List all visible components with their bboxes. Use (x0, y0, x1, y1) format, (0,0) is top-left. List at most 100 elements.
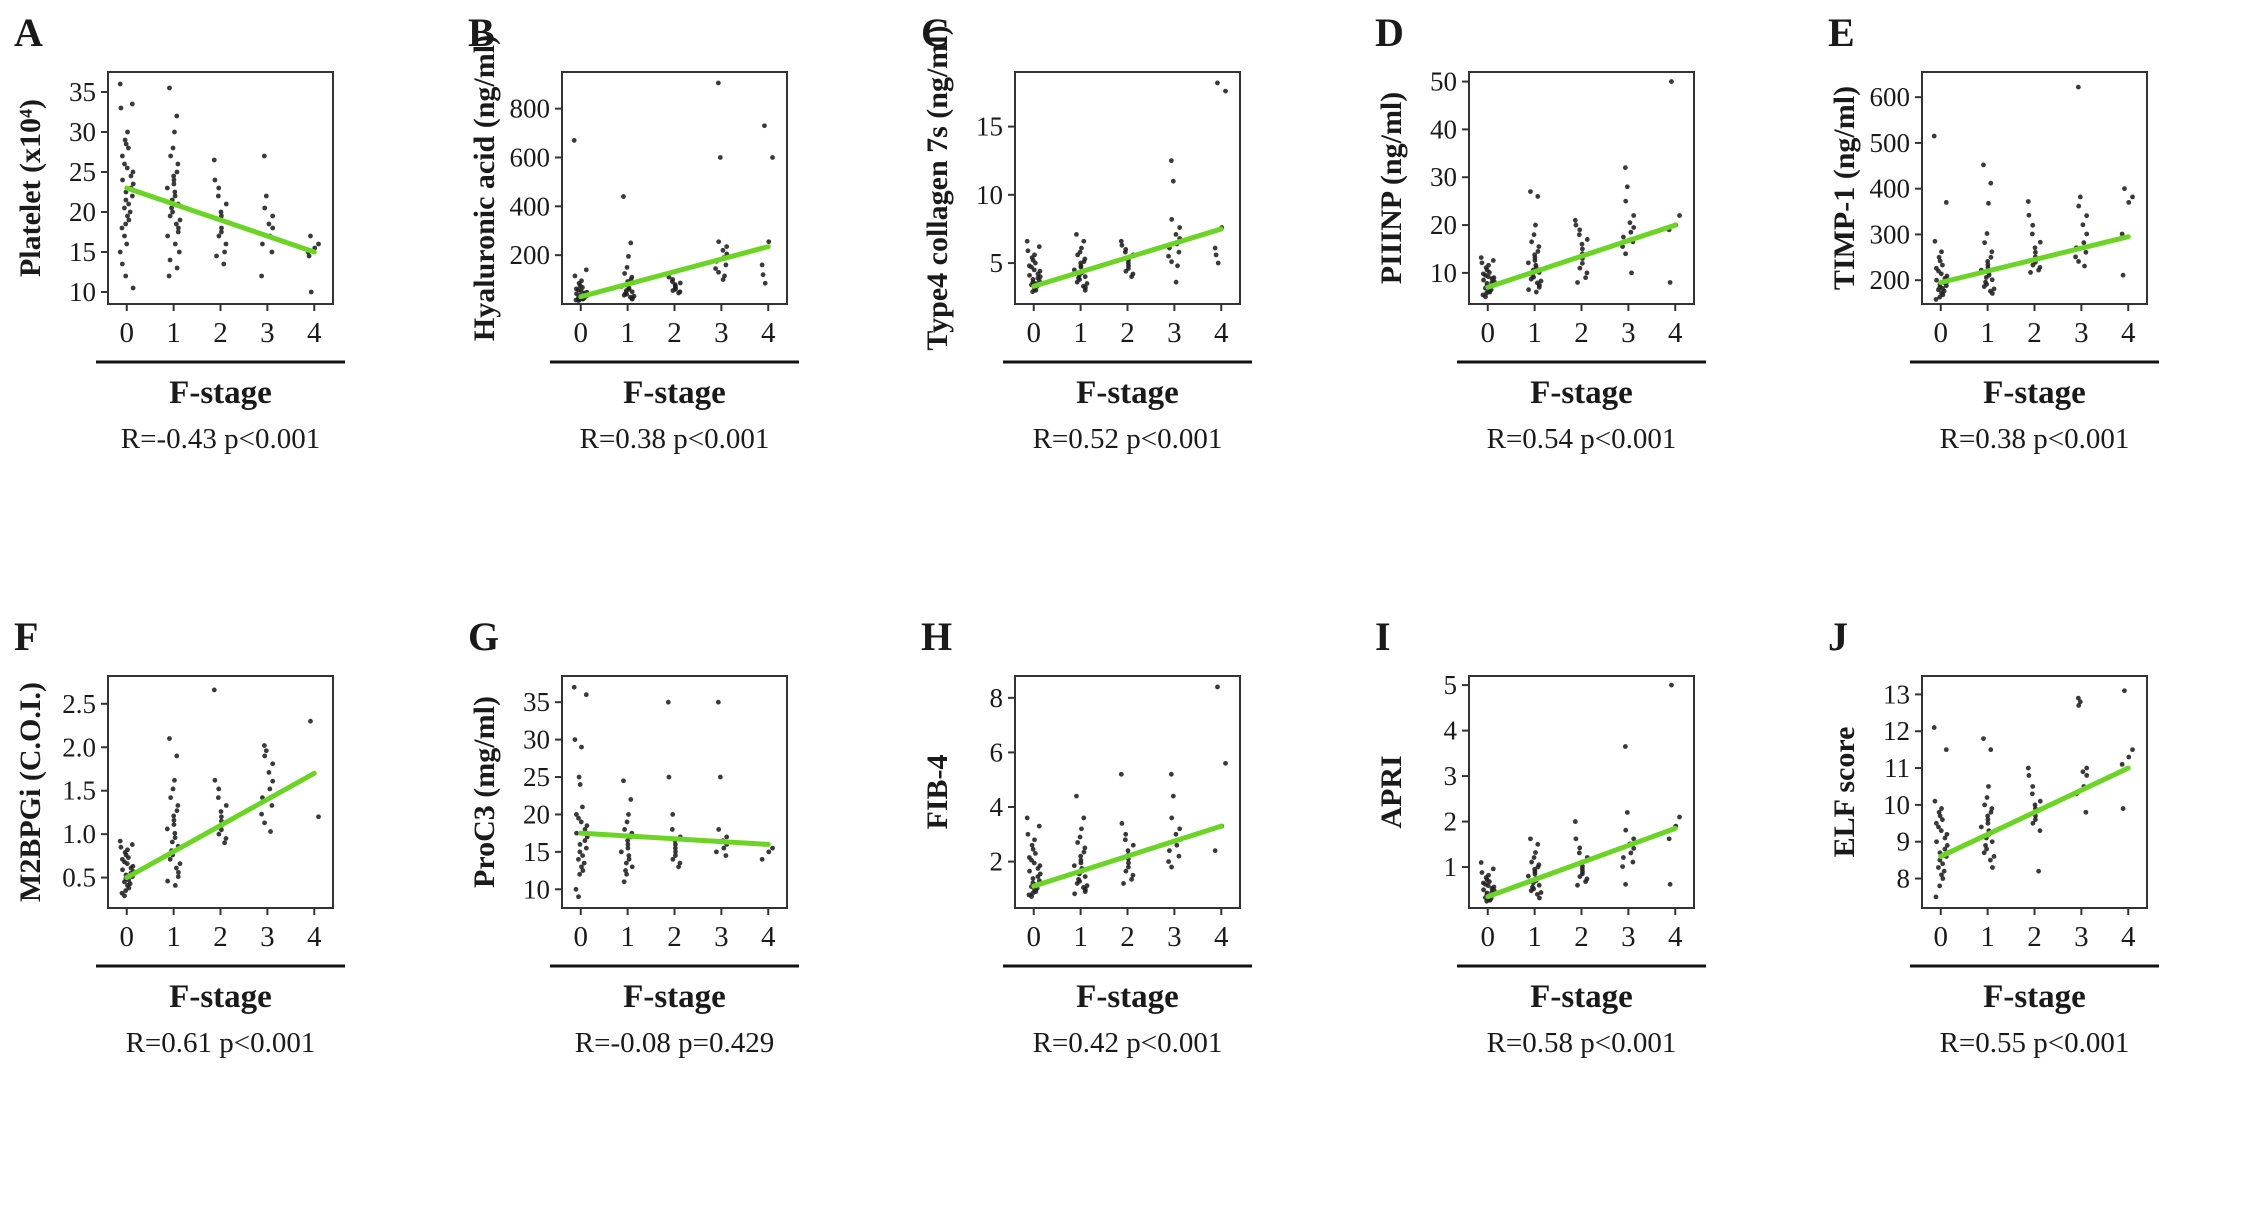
y-tick-label: 20 (69, 197, 96, 227)
x-tick-label: 0 (1934, 921, 1949, 953)
x-tick-label: 4 (307, 317, 322, 349)
scatter-points (1024, 684, 1229, 899)
panel-E-svg: E TIMP-1 (ng/ml) 200 300 400 500 600 0 1 2 3 4 F-sta… (1828, 10, 2160, 455)
y-tick-label: 1 (1443, 852, 1457, 882)
y-tick-label: 50 (1430, 67, 1457, 97)
x-tick-label: 3 (260, 921, 275, 953)
x-tick-label: 4 (2121, 317, 2136, 349)
x-tick-label: 2 (1574, 317, 1589, 349)
x-axis-label: F-stage (623, 375, 726, 411)
x-tick-label: 3 (714, 921, 729, 953)
regression-line (1938, 234, 2132, 285)
x-tick-label: 2 (667, 921, 682, 953)
x-tick-label: 3 (1167, 317, 1182, 349)
y-tick-label: 0.5 (62, 863, 96, 893)
x-tick-label: 4 (1214, 317, 1229, 349)
x-tick-label: 1 (1527, 921, 1542, 953)
panel-letter: D (1375, 10, 1404, 55)
plot-box (107, 675, 334, 909)
stat-text: R=0.52 p<0.001 (1033, 423, 1223, 455)
y-tick-label: 2 (1443, 807, 1457, 837)
x-axis-label: F-stage (1076, 375, 1179, 411)
stat-text: R=0.61 p<0.001 (126, 1027, 316, 1059)
panel-letter: G (468, 614, 499, 659)
x-tick-label: 0 (573, 317, 588, 349)
x-tick-label: 3 (2075, 921, 2090, 953)
y-tick-label: 1.0 (62, 819, 96, 849)
panel-B: B Hyaluronic acid (ng/ml) 200 400 600 800 0 1 2 3… (454, 0, 907, 604)
y-tick-label: 40 (1430, 114, 1457, 144)
x-tick-label: 4 (1668, 317, 1683, 349)
y-tick-label: 3 (1443, 761, 1457, 791)
x-axis-label: F-stage (623, 979, 726, 1015)
panel-G-svg: G ProC3 (mg/ml) 10 15 20 25 30 35 0 1 2 3 4 F-stage R=… (468, 614, 799, 1059)
y-axis-label: PIIINP (ng/ml) (1375, 92, 1408, 285)
x-axis-label: F-stage (1984, 375, 2087, 411)
y-tick-label: 5 (990, 248, 1004, 278)
scatter-points (1932, 84, 2136, 302)
x-tick-label: 4 (1214, 921, 1229, 953)
y-tick-label: 10 (1883, 790, 1910, 820)
panel-F-svg: F M2BPGi (C.O.I.) 0.5 1.0 1.5 2.0 2.5 0 1 2 3 4 F-st… (14, 614, 345, 1059)
x-tick-label: 4 (761, 317, 776, 349)
stat-text: R=-0.08 p=0.429 (574, 1027, 773, 1059)
y-tick-label: 6 (990, 737, 1004, 767)
panel-letter: F (14, 614, 38, 659)
x-axis-label: F-stage (1076, 979, 1179, 1015)
regression-line (1031, 226, 1224, 289)
stat-text: R=0.55 p<0.001 (1940, 1027, 2130, 1059)
x-axis-label: F-stage (1984, 979, 2087, 1015)
x-tick-label: 3 (2075, 317, 2090, 349)
x-tick-label: 0 (1934, 317, 1949, 349)
panel-F: F M2BPGi (C.O.I.) 0.5 1.0 1.5 2.0 2.5 0 1 2 3 4 F-st… (0, 604, 453, 1208)
x-tick-label: 1 (1527, 317, 1542, 349)
y-tick-label: 200 (1870, 265, 1911, 295)
panel-D: D PIIINP (ng/ml) 10 20 30 40 50 0 1 2 3 4 F-stage R=0… (1361, 0, 1814, 604)
y-axis-label: ProC3 (mg/ml) (468, 696, 501, 888)
y-tick-label: 600 (509, 142, 550, 172)
panel-letter: I (1375, 614, 1391, 659)
x-tick-label: 1 (166, 921, 181, 953)
y-tick-label: 1.5 (62, 776, 96, 806)
regression-line (1031, 823, 1224, 889)
y-tick-label: 15 (69, 237, 96, 267)
scatter-points (1932, 688, 2136, 900)
y-tick-label: 2 (990, 847, 1004, 877)
y-tick-label: 35 (523, 687, 550, 717)
x-tick-label: 2 (2028, 921, 2043, 953)
x-tick-label: 0 (1027, 921, 1042, 953)
scatter-points (1478, 79, 1682, 300)
x-tick-label: 2 (667, 317, 682, 349)
stat-text: R=0.38 p<0.001 (1940, 423, 2130, 455)
x-tick-label: 1 (1074, 317, 1089, 349)
x-tick-label: 2 (213, 921, 228, 953)
panel-H: H FIB-4 2 4 6 8 0 1 2 3 4 F-stage R=0.42 p<0.001 (907, 604, 1360, 1208)
x-tick-label: 0 (1480, 317, 1495, 349)
scatter-points (117, 687, 321, 899)
x-tick-label: 4 (1668, 921, 1683, 953)
plot-box (560, 675, 788, 909)
regression-line (1938, 765, 2132, 859)
y-tick-label: 10 (976, 180, 1003, 210)
y-tick-label: 30 (69, 117, 96, 147)
y-tick-label: 12 (1883, 716, 1910, 746)
x-tick-label: 1 (1074, 921, 1089, 953)
y-tick-label: 400 (1870, 174, 1911, 204)
regression-line (577, 244, 771, 300)
stat-text: R=0.58 p<0.001 (1486, 1027, 1676, 1059)
y-axis-label: Hyaluronic acid (ng/ml) (468, 35, 501, 341)
y-tick-label: 35 (69, 77, 96, 107)
y-tick-label: 8 (1897, 864, 1911, 894)
plot-box (1921, 71, 2149, 305)
x-tick-label: 1 (1981, 921, 1996, 953)
panel-C: C Type4 collagen 7s (ng/ml) 5 10 15 0 1 2 3 4 F-st… (907, 0, 1360, 604)
stat-text: R=0.38 p<0.001 (579, 423, 769, 455)
panel-A-svg: A Platelet (x10⁴) 10 15 20 25 30 35 0 1 2 3 4 F-stage… (14, 10, 345, 455)
panel-letter: C (921, 10, 950, 55)
x-tick-label: 0 (1027, 317, 1042, 349)
x-axis-label: F-stage (1530, 979, 1633, 1015)
y-tick-label: 25 (69, 157, 96, 187)
x-tick-label: 0 (120, 921, 135, 953)
